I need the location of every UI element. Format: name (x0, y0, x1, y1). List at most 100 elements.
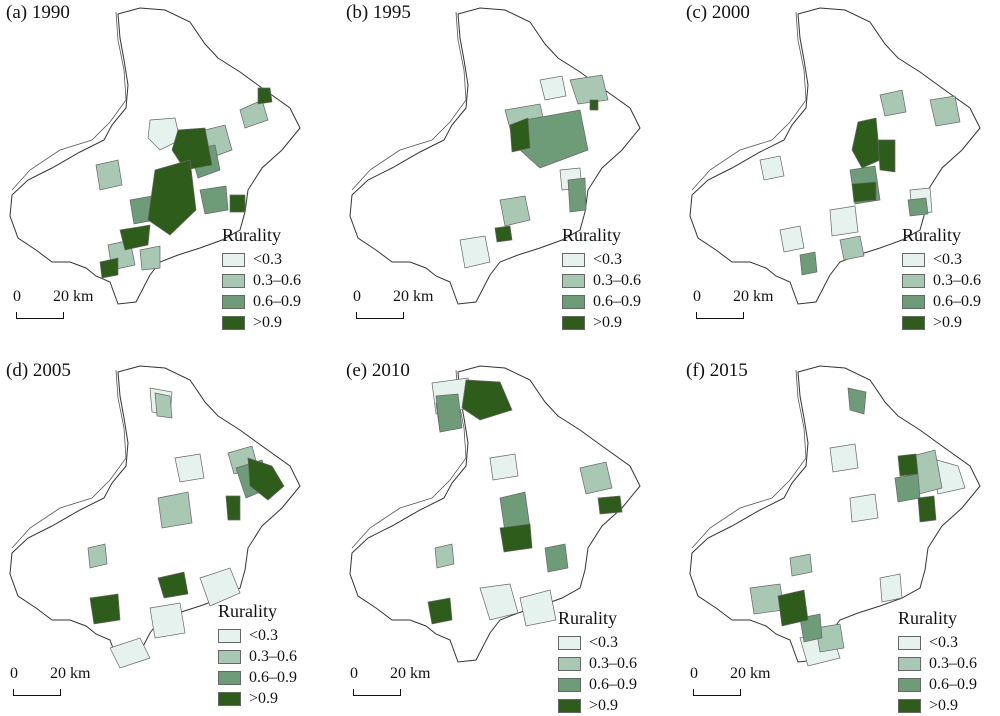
district-light (539, 75, 567, 101)
legend-item: 0.6–0.9 (558, 674, 637, 695)
scale-line (16, 312, 64, 319)
district-darkest (247, 457, 285, 501)
legend-label: <0.3 (249, 626, 279, 644)
district-mid (239, 99, 269, 129)
district-darkest (897, 453, 919, 477)
legend-swatch (558, 635, 581, 650)
legend-item: 0.3–0.6 (562, 270, 641, 291)
legend-label: 0.3–0.6 (589, 654, 637, 672)
district-darkest (171, 127, 213, 171)
legend-label: >0.9 (593, 313, 623, 331)
scale-bar: 0 20 km (350, 665, 450, 696)
district-dark (199, 185, 229, 215)
legend-item: 0.3–0.6 (898, 653, 977, 674)
legend-item: <0.3 (562, 249, 641, 270)
legend-swatch (562, 273, 585, 288)
legend-swatch (218, 670, 241, 685)
scale-zero-label: 0 (353, 288, 361, 305)
district-darkest (777, 589, 809, 627)
coastline (691, 369, 807, 549)
district-darkest (877, 139, 896, 173)
legend-swatch (898, 656, 921, 671)
legend-swatch (898, 677, 921, 692)
district-dark (799, 613, 823, 643)
map-panel-1995: (b) 1995 Rurality <0.3 0.3–0.6 0.6–0.9 >… (340, 0, 673, 358)
district-darkest (427, 597, 453, 625)
legend-label: >0.9 (929, 696, 959, 714)
panel-title: (f) 2015 (686, 360, 748, 381)
scale-distance-label: 20 km (53, 288, 94, 305)
legend: Rurality <0.3 0.3–0.6 0.6–0.9 >0.9 (222, 225, 301, 333)
district-dark (435, 393, 463, 433)
panel-title: (a) 1990 (6, 2, 70, 23)
district-darkest (494, 225, 513, 243)
district-dark (907, 197, 929, 217)
legend-title: Rurality (222, 225, 281, 245)
legend-label: >0.9 (249, 689, 279, 707)
district-light (174, 453, 205, 483)
legend-item: <0.3 (898, 632, 977, 653)
district-light (779, 225, 805, 253)
legend-label: 0.3–0.6 (249, 647, 297, 665)
legend-label: >0.9 (589, 696, 619, 714)
coastline (11, 11, 127, 191)
region-outline (9, 7, 301, 305)
district-darkest (89, 593, 121, 625)
legend-swatch (222, 294, 245, 309)
district-dark (544, 543, 569, 573)
district-map (689, 7, 981, 305)
scale-bar: 0 20 km (693, 288, 793, 319)
district-light (459, 235, 491, 269)
scale-zero-label: 0 (693, 288, 701, 305)
legend-label: 0.3–0.6 (933, 271, 981, 289)
legend-label: 0.6–0.9 (589, 675, 637, 693)
coastline (11, 369, 127, 549)
district-light (199, 567, 241, 607)
district-light (147, 117, 181, 151)
legend-swatch (222, 315, 245, 330)
panel-title: (e) 2010 (346, 360, 410, 381)
legend: Rurality <0.3 0.3–0.6 0.6–0.9 >0.9 (218, 601, 297, 709)
scale-zero-label: 0 (10, 665, 18, 682)
legend-swatch (218, 691, 241, 706)
district-mid (139, 245, 161, 271)
scale-bar: 0 20 km (10, 665, 110, 696)
legend-label: 0.6–0.9 (249, 668, 297, 686)
legend-label: <0.3 (589, 633, 619, 651)
district-map (349, 7, 641, 305)
district-map (9, 365, 301, 669)
district-light (519, 589, 557, 627)
scale-line (693, 689, 741, 696)
scale-distance-label: 20 km (390, 665, 431, 682)
legend: Rurality <0.3 0.3–0.6 0.6–0.9 >0.9 (558, 608, 637, 716)
legend-label: >0.9 (933, 313, 963, 331)
coastline (691, 11, 807, 191)
district-mid (87, 543, 108, 569)
legend-title: Rurality (218, 601, 277, 621)
map-panel-2000: (c) 2000 Rurality <0.3 0.3–0.6 0.6–0.9 >… (680, 0, 1000, 358)
district-darkest (257, 87, 273, 105)
scale-zero-label: 0 (350, 665, 358, 682)
legend-item: <0.3 (222, 249, 301, 270)
district-light (479, 583, 519, 621)
legend-item: 0.3–0.6 (222, 270, 301, 291)
district-mid (157, 491, 193, 529)
legend-item: 0.3–0.6 (558, 653, 637, 674)
district-dark (894, 473, 921, 503)
legend-title: Rurality (902, 225, 961, 245)
district-darkest (225, 495, 241, 521)
legend-title: Rurality (898, 608, 957, 628)
legend-item: 0.6–0.9 (898, 674, 977, 695)
district-darkest (119, 224, 151, 251)
legend-swatch (562, 252, 585, 267)
district-mid (815, 623, 845, 653)
district-mid (579, 461, 613, 495)
scale-line (13, 689, 61, 696)
legend-label: >0.9 (253, 313, 283, 331)
legend-item: <0.3 (902, 249, 981, 270)
map-panel-1990: (a) 1990 Rurality <0.3 0.3–0.6 0.6–0.9 >… (0, 0, 333, 358)
legend-label: 0.6–0.9 (253, 292, 301, 310)
scale-bar: 0 20 km (353, 288, 453, 319)
legend-title: Rurality (562, 225, 621, 245)
legend-item: >0.9 (222, 312, 301, 333)
